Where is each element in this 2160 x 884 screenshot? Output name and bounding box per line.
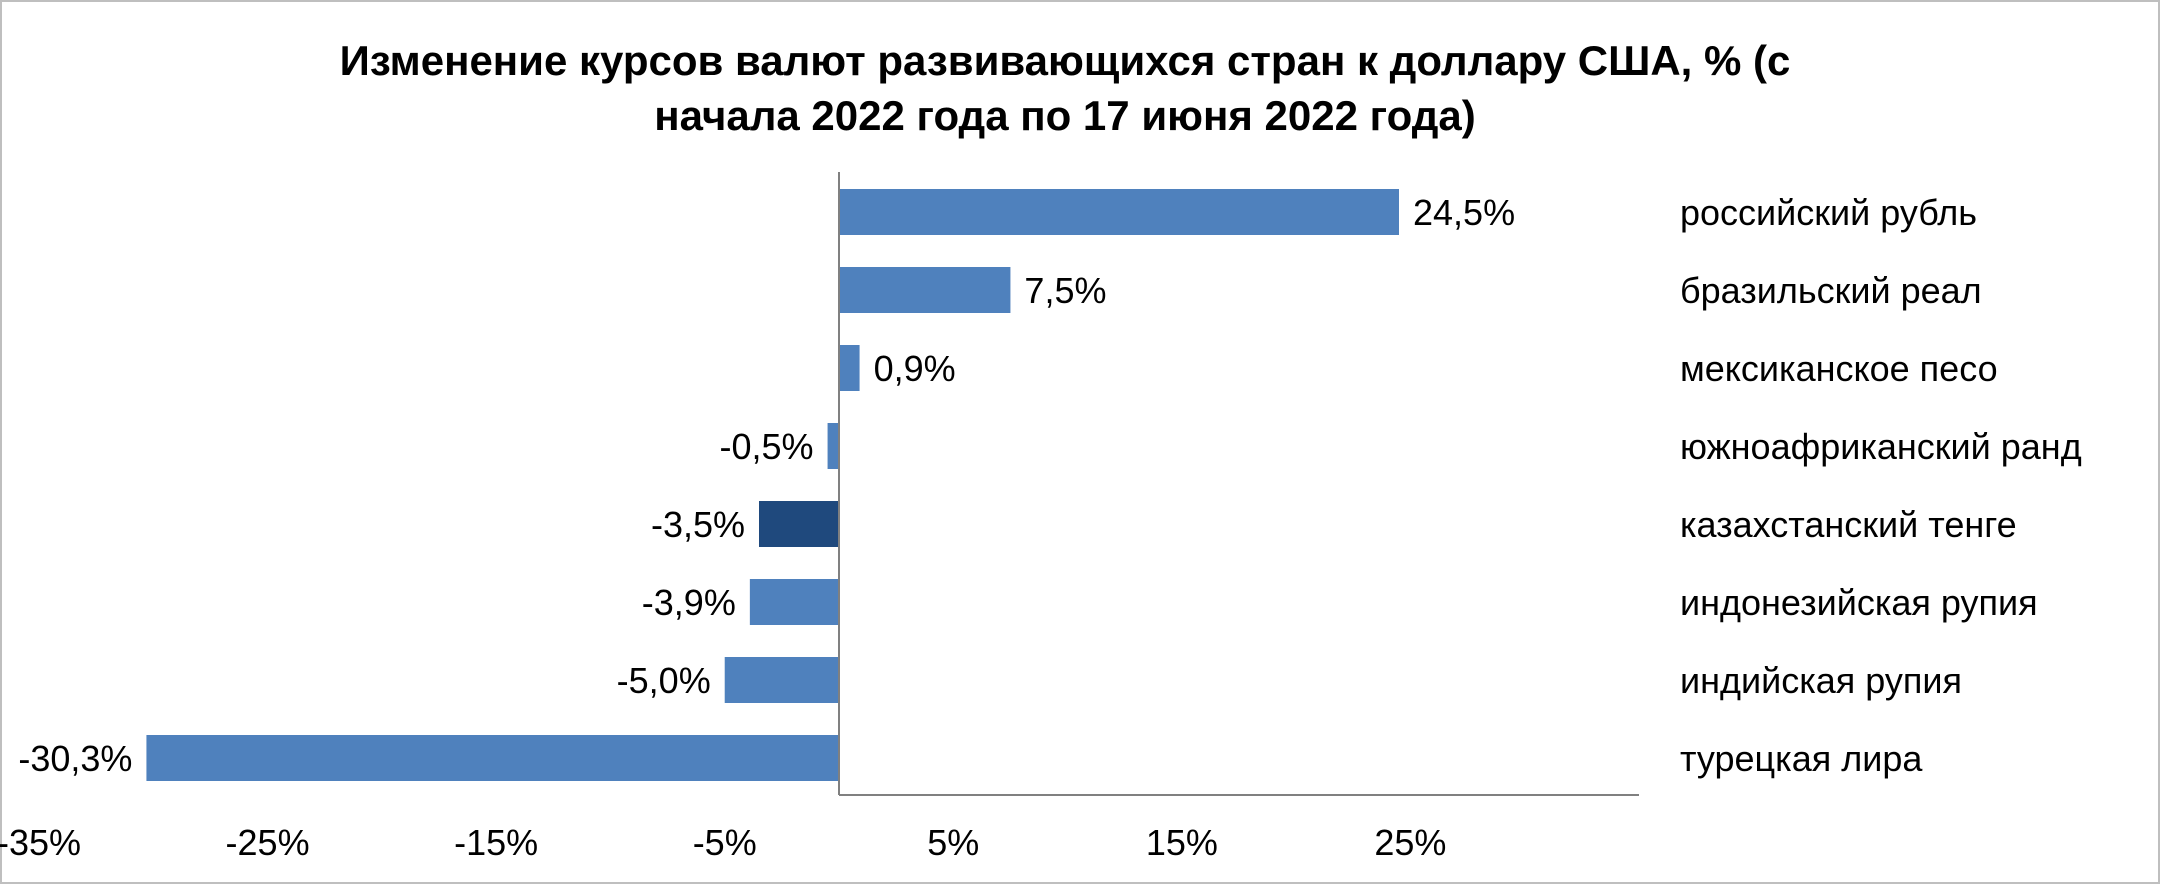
- chart-title-line-1: Изменение курсов валют развивающихся стр…: [340, 37, 1791, 84]
- chart-title-line-2: начала 2022 года по 17 июня 2022 года): [654, 92, 1475, 139]
- x-tick-label-0: -35%: [0, 822, 81, 863]
- bar-0: [839, 189, 1399, 235]
- x-tick-label-6: 25%: [1374, 822, 1446, 863]
- value-label-3: -0,5%: [720, 426, 814, 467]
- bar-5: [749, 579, 839, 625]
- category-label-3: южноафриканский ранд: [1680, 426, 2082, 467]
- value-label-0: 24,5%: [1413, 192, 1515, 233]
- category-label-7: турецкая лира: [1680, 738, 1923, 779]
- category-label-1: бразильский реал: [1680, 270, 1982, 311]
- bar-4: [759, 501, 839, 547]
- x-tick-label-3: -5%: [693, 822, 757, 863]
- category-labels-group: российский рубль бразильский реал мексикан…: [1680, 192, 2082, 779]
- category-label-4: казахстанский тенге: [1680, 504, 2017, 545]
- x-tick-label-1: -25%: [226, 822, 310, 863]
- value-label-6: -5,0%: [617, 660, 711, 701]
- value-labels-group: 24,5% 7,5% 0,9% -0,5% -3,5% -3,9% -5,0% -30,3%: [18, 192, 1515, 779]
- category-label-2: мексиканское песо: [1680, 348, 1998, 389]
- value-label-7: -30,3%: [18, 738, 132, 779]
- value-label-1: 7,5%: [1024, 270, 1106, 311]
- value-label-4: -3,5%: [651, 504, 745, 545]
- value-label-2: 0,9%: [874, 348, 956, 389]
- bars-group: [146, 189, 1399, 781]
- x-tick-label-4: 5%: [927, 822, 979, 863]
- x-tick-label-5: 15%: [1146, 822, 1218, 863]
- bar-7: [146, 735, 839, 781]
- tick-labels-group: -35% -25% -15% -5% 5% 15% 25%: [0, 822, 1446, 863]
- x-tick-label-2: -15%: [454, 822, 538, 863]
- bar-6: [724, 657, 839, 703]
- value-label-5: -3,9%: [642, 582, 736, 623]
- category-label-6: индийская рупия: [1680, 660, 1962, 701]
- category-label-5: индонезийская рупия: [1680, 582, 2038, 623]
- bar-1: [839, 267, 1011, 313]
- bar-2: [839, 345, 860, 391]
- category-label-0: российский рубль: [1680, 192, 1977, 233]
- bar-3: [827, 423, 839, 469]
